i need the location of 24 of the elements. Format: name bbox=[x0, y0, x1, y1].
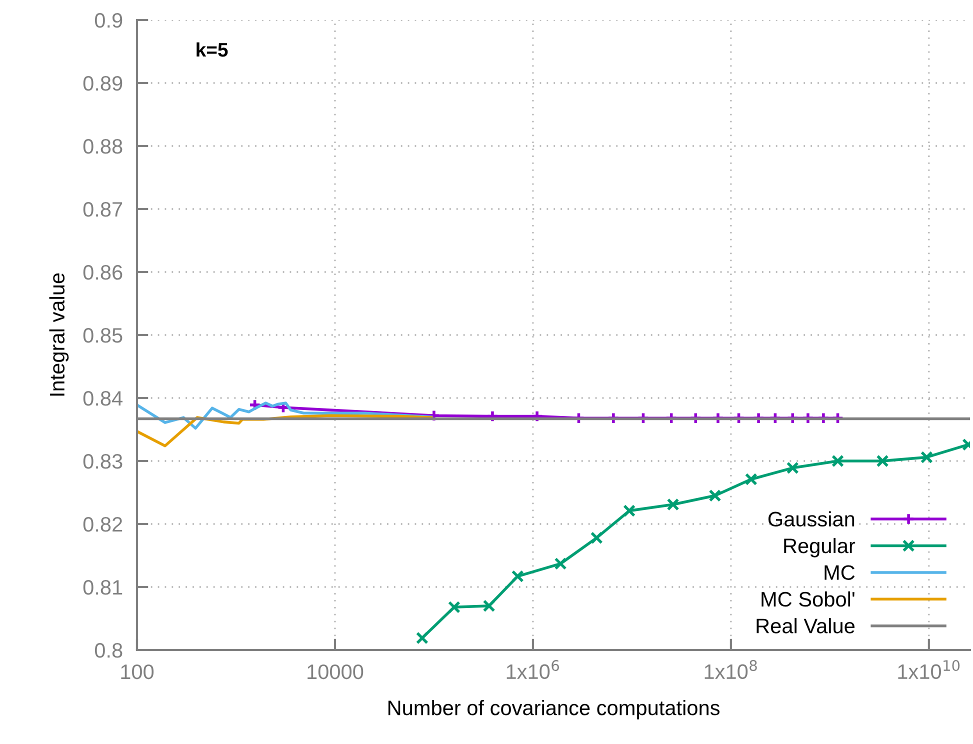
y-tick-label: 0.88 bbox=[83, 139, 122, 154]
y-tick-label: 0.8 bbox=[94, 643, 122, 658]
y-tick-label: 0.87 bbox=[83, 202, 122, 217]
x-tick-label: 10000 bbox=[308, 664, 364, 680]
y-tick-label: 0.83 bbox=[83, 454, 122, 469]
y-tick-label: 0.89 bbox=[83, 76, 122, 91]
x-tick-label: 1x10$^{6}$ bbox=[506, 660, 559, 680]
legend-label: MC Sobol' bbox=[762, 591, 854, 607]
x-tick-label: 1x10$^{10}$ bbox=[898, 660, 960, 680]
y-tick-label: 0.86 bbox=[83, 265, 122, 280]
annotation: k=5 bbox=[196, 42, 228, 57]
y-tick-label: 0.84 bbox=[83, 391, 123, 406]
x-tick-label: 100 bbox=[121, 664, 154, 680]
y-tick-label: 0.85 bbox=[83, 328, 122, 343]
y-tick-label: 0.81 bbox=[83, 580, 122, 595]
legend-label: MC bbox=[824, 565, 855, 580]
y-tick-label: 0.9 bbox=[94, 13, 122, 28]
legend-label: Regular bbox=[784, 538, 856, 558]
y-axis-title: Integral value bbox=[49, 273, 69, 396]
x-axis-title: Number of covariance computations bbox=[388, 700, 720, 720]
legend-label: Gaussian bbox=[768, 511, 854, 527]
y-tick-label: 0.82 bbox=[83, 517, 122, 532]
legend-label: Real Value bbox=[756, 618, 854, 634]
x-tick-label: 1x10$^{8}$ bbox=[704, 660, 757, 680]
